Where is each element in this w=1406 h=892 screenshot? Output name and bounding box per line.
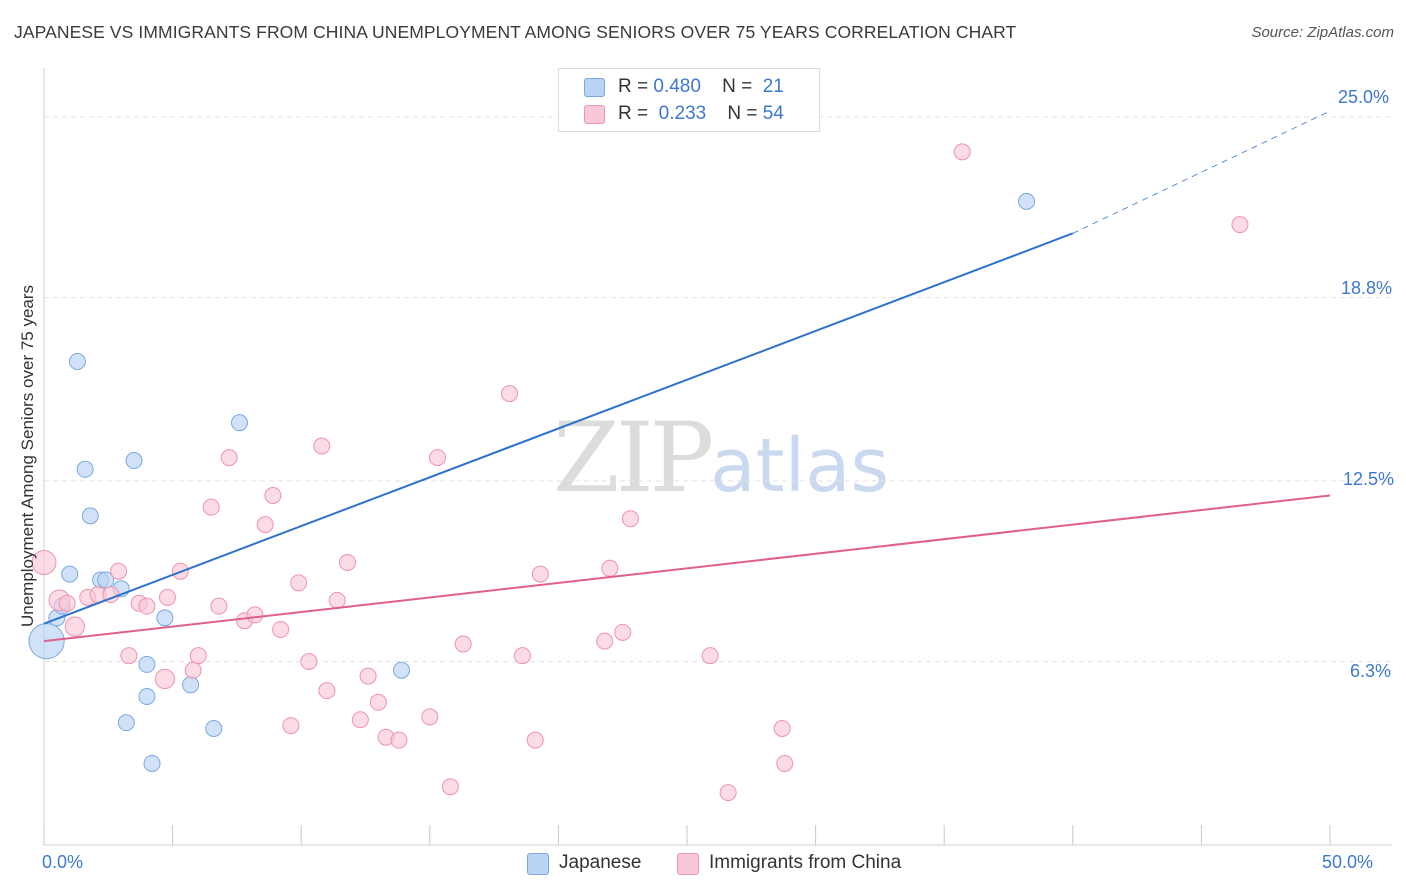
y-tick-label: 6.3%: [1350, 661, 1392, 681]
china-point: [31, 549, 57, 575]
japanese-point: [61, 565, 79, 583]
source-credit: Source: ZipAtlas.com: [1251, 24, 1394, 41]
y-axis-label: Unemployment Among Seniors over 75 years: [18, 284, 37, 628]
china-point: [454, 635, 472, 653]
legend-r-value: 0.233: [658, 103, 707, 124]
china-point: [282, 717, 300, 735]
china-point: [421, 708, 439, 726]
japanese-point: [138, 687, 156, 705]
legend-swatch-china: [584, 105, 605, 124]
china-point: [272, 620, 290, 638]
japanese-point: [68, 353, 86, 371]
japanese-point: [125, 452, 143, 470]
y-tick-label: 25.0%: [1338, 87, 1390, 107]
japanese-point: [230, 414, 248, 432]
china-point: [773, 719, 791, 737]
japanese-point: [1018, 192, 1036, 210]
china-point: [776, 754, 794, 772]
china-point: [338, 553, 356, 571]
china-point: [110, 562, 128, 580]
legend-n-value: 54: [762, 103, 784, 124]
japanese-point: [182, 676, 200, 694]
japanese-point: [138, 655, 156, 673]
japanese-point: [156, 609, 174, 627]
series-legend-label: Japanese: [559, 852, 642, 873]
x-tick-label-min: 0.0%: [42, 852, 84, 872]
china-point: [526, 731, 544, 749]
china-point: [202, 498, 220, 516]
series-legend-label: Immigrants from China: [709, 852, 902, 873]
japanese-point: [393, 661, 411, 679]
china-point: [210, 597, 228, 615]
china-point: [596, 632, 614, 650]
japanese-point: [205, 719, 223, 737]
china-point: [154, 668, 175, 690]
china-point: [158, 588, 176, 606]
japanese-point: [76, 460, 94, 478]
chart-title: JAPANESE VS IMMIGRANTS FROM CHINA UNEMPL…: [14, 22, 1017, 42]
china-point: [701, 647, 719, 665]
china-point: [264, 486, 282, 504]
china-point: [64, 616, 85, 637]
legend-r-label: R =: [618, 103, 649, 124]
japanese-point: [117, 714, 135, 732]
legend-r-label: R =: [618, 76, 649, 97]
china-point: [290, 574, 308, 592]
watermark-atlas: atlas: [710, 423, 890, 509]
legend-n-value: 21: [762, 76, 784, 97]
legend-r-value: 0.480: [653, 76, 701, 97]
china-point: [246, 606, 264, 624]
china-point: [719, 784, 737, 802]
china-point: [351, 711, 369, 729]
china-point: [256, 516, 274, 534]
china-point: [441, 778, 459, 796]
china-point: [58, 594, 76, 612]
china-point: [390, 731, 408, 749]
china-point: [318, 682, 336, 700]
japanese-trend-line: [43, 232, 1074, 625]
china-point: [953, 143, 971, 161]
china-point: [138, 597, 156, 615]
china-point: [513, 647, 531, 665]
legend-n-label: N =: [727, 103, 758, 124]
series-legend: Japanese Immigrants from China: [0, 852, 1406, 878]
china-point: [184, 661, 202, 679]
china-point: [300, 653, 318, 671]
legend-swatch-japanese: [527, 853, 549, 875]
watermark: ZIPatlas: [553, 402, 889, 514]
china-point: [313, 437, 331, 455]
x-tick-label-max: 50.0%: [1322, 852, 1374, 872]
china-point: [501, 385, 519, 403]
china-point: [621, 510, 639, 528]
china-point: [601, 559, 619, 577]
legend-swatch-japanese: [584, 78, 605, 97]
china-point: [614, 623, 632, 641]
china-point: [328, 591, 346, 609]
china-point: [220, 449, 238, 467]
japanese-point: [143, 754, 161, 772]
correlation-legend: R = 0.480 N = 21 R = 0.233 N = 54: [558, 68, 820, 132]
china-point: [1231, 216, 1249, 234]
china-point: [429, 449, 447, 467]
japanese-point: [81, 507, 99, 525]
china-point: [369, 693, 387, 711]
japanese-trend-extension: [1072, 110, 1331, 234]
china-point: [359, 667, 377, 685]
y-tick-label: 18.8%: [1341, 278, 1393, 298]
china-point: [531, 565, 549, 583]
china-point: [120, 647, 138, 665]
china-point: [189, 647, 207, 665]
china-trend-line: [43, 494, 1331, 643]
legend-n-label: N =: [722, 76, 753, 97]
y-tick-label: 12.5%: [1343, 469, 1395, 489]
legend-swatch-china: [677, 853, 699, 875]
